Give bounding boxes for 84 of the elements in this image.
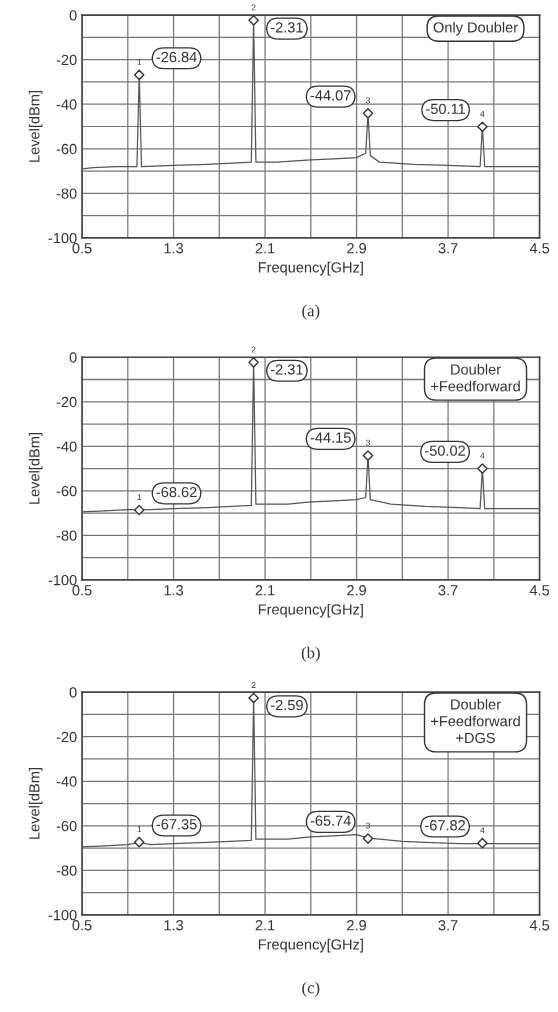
data-label: -67.82 [425, 820, 465, 831]
annotation: 3 [366, 97, 370, 104]
y-axis-title: Level[dBm] [28, 433, 43, 504]
annotation: Only Doubler [433, 21, 518, 36]
y-axis-title: Level[dBm] [28, 91, 43, 162]
annotation: Doubler +Feedforward [431, 363, 520, 392]
text: (c) [302, 981, 320, 997]
point [133, 836, 145, 848]
point [362, 107, 374, 119]
annotation: 4 [480, 827, 485, 834]
x-axis-title: Frequency[GHz] [258, 938, 363, 953]
point [133, 69, 145, 81]
data-label: -50.11 [426, 103, 466, 114]
annotation: 3 [366, 439, 370, 446]
x-tick-label: 4.5 [529, 243, 550, 254]
y-tick-label: -100 [48, 909, 77, 921]
y-tick-label: -100 [48, 574, 77, 586]
annotation: 1 [137, 494, 142, 500]
text: (b) [301, 646, 320, 662]
x-tick-label: 2.1 [255, 585, 275, 596]
y-tick-label: -80 [56, 530, 77, 541]
y-tick-label: -60 [56, 143, 77, 155]
annotation: 2 [251, 4, 256, 11]
data-label: -50.02 [425, 445, 465, 456]
y-tick-label: -20 [56, 396, 77, 408]
x-tick-label: 2.9 [347, 243, 367, 254]
x-tick-label: 2.1 [255, 920, 275, 931]
data-label: -26.84 [156, 51, 197, 63]
annotation: 4 [480, 452, 485, 459]
y-tick-label: 0 [69, 10, 77, 21]
y-tick-label: -40 [56, 99, 77, 110]
point [362, 450, 374, 461]
x-tick-label: 2.9 [347, 585, 367, 596]
annotation: 2 [251, 346, 256, 353]
y-tick-label: 0 [69, 687, 77, 698]
x-tick-label: 2.1 [255, 243, 275, 254]
point [248, 692, 259, 704]
data-label: -68.62 [156, 486, 197, 498]
point [477, 121, 488, 133]
data-label: -2.31 [270, 364, 303, 375]
x-tick-label: 4.5 [529, 585, 550, 596]
x-tick-label: 1.3 [164, 585, 184, 596]
point [133, 504, 145, 516]
x-tick-label: 2.9 [347, 920, 367, 931]
x-tick-label: 1.3 [164, 243, 184, 254]
y-tick-label: -40 [56, 776, 77, 787]
y-tick-label: -60 [56, 820, 77, 832]
x-tick-label: 0.5 [72, 585, 92, 596]
x-tick-label: 4.5 [529, 920, 550, 931]
y-axis-title: Level[dBm] [28, 768, 43, 839]
x-tick-label: 3.7 [438, 243, 458, 254]
annotation: Doubler +Feedforward +DGS [431, 698, 520, 744]
y-tick-label: -60 [56, 485, 77, 497]
data-label: -65.74 [310, 815, 351, 826]
data-label: -67.35 [156, 819, 197, 830]
y-tick-label: -80 [56, 188, 77, 199]
x-axis-title: Frequency[GHz] [258, 261, 363, 276]
annotation: 1 [137, 826, 142, 833]
y-tick-label: -80 [56, 865, 77, 876]
point [477, 463, 488, 474]
point [477, 837, 488, 849]
x-axis-title: Frequency[GHz] [258, 603, 363, 618]
y-tick-label: -40 [56, 441, 77, 452]
y-tick-label: -20 [56, 731, 77, 743]
data-label: -2.31 [270, 22, 303, 33]
y-tick-label: 0 [69, 352, 77, 363]
data-label: -44.07 [310, 90, 351, 101]
text: (a) [302, 304, 320, 320]
x-tick-label: 0.5 [72, 243, 92, 254]
annotation: 1 [137, 59, 142, 65]
data-label: -44.15 [310, 432, 351, 443]
x-tick-label: 3.7 [438, 585, 458, 596]
x-tick-label: 3.7 [438, 920, 458, 931]
annotation: 2 [251, 682, 256, 688]
data-label: -2.59 [270, 699, 303, 711]
y-tick-label: -20 [56, 54, 77, 66]
point [248, 15, 259, 26]
point [362, 833, 374, 844]
annotation: 4 [480, 110, 485, 117]
x-tick-label: 0.5 [72, 920, 92, 931]
point [248, 357, 259, 368]
x-tick-label: 1.3 [164, 920, 184, 931]
y-tick-label: -100 [48, 232, 77, 244]
annotation: 3 [366, 822, 370, 829]
